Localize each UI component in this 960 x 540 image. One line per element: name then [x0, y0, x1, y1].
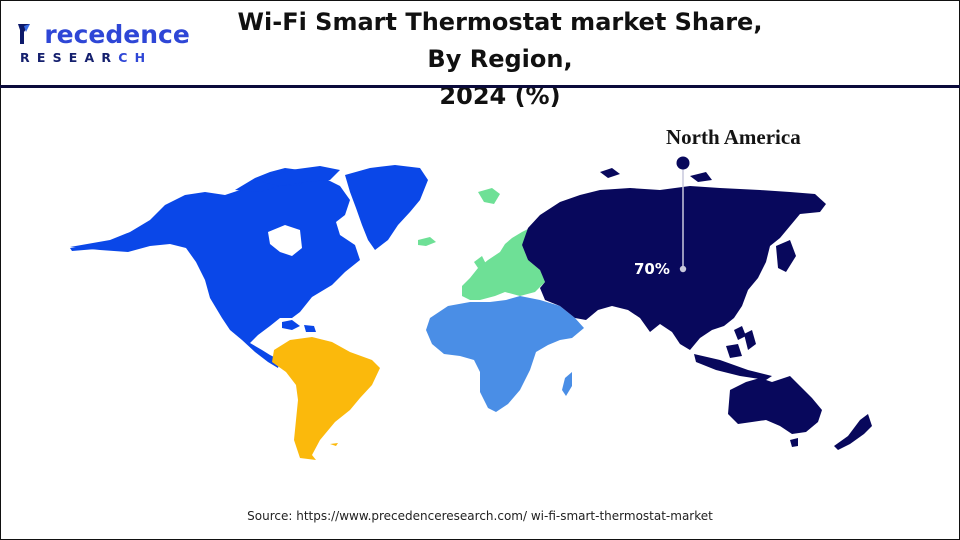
region-north-america: [70, 165, 428, 368]
logo-wordmark: Precedence: [44, 20, 190, 49]
callout-anchor-dot-icon: [679, 265, 687, 273]
header: Precedence RESEARCH Wi-Fi Smart Thermost…: [0, 0, 960, 110]
source-citation: Source: https://www.precedenceresearch.c…: [247, 509, 713, 523]
callout-share-value: 70%: [634, 260, 670, 278]
logo-mark-icon: [18, 24, 30, 44]
region-asia-pacific: [522, 168, 872, 450]
north-america-callout: [676, 156, 690, 273]
hudson-bay: [268, 225, 302, 256]
callout-region-label: North America: [666, 125, 801, 149]
logo-subtitle: RESEARCH: [20, 50, 153, 65]
region-europe: [418, 188, 545, 300]
region-mea: [426, 296, 584, 412]
precedence-research-logo: Precedence RESEARCH: [16, 20, 190, 65]
world-map: [70, 156, 872, 460]
callout-marker-icon: [676, 156, 690, 170]
header-divider: [0, 85, 960, 88]
region-south-america: [272, 337, 380, 460]
title-line-1: Wi-Fi Smart Thermostat market Share, By …: [237, 8, 763, 73]
